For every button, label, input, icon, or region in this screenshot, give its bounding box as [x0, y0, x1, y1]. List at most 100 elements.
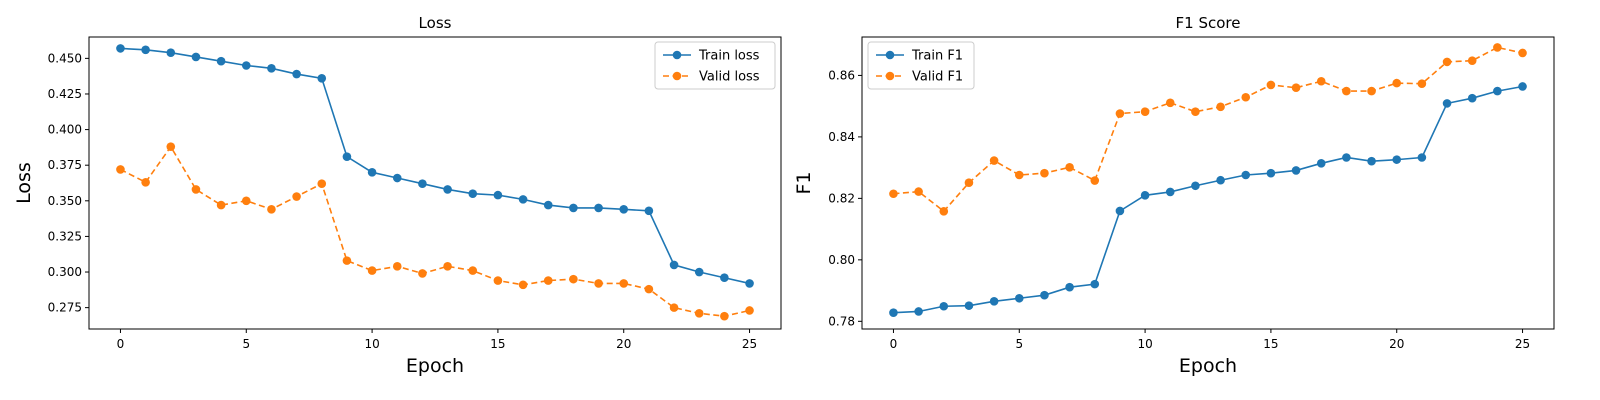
data-point: [1392, 155, 1402, 164]
data-point: [694, 309, 704, 318]
data-point: [989, 297, 999, 306]
x-tick-label: 0: [890, 337, 898, 351]
data-point: [1518, 82, 1527, 91]
data-point: [914, 187, 923, 196]
data-point: [468, 266, 478, 275]
data-point: [745, 279, 754, 288]
x-tick-label: 5: [1015, 337, 1023, 351]
data-point: [1140, 190, 1150, 200]
data-point: [569, 203, 578, 213]
data-point: [392, 262, 402, 271]
data-point: [1191, 107, 1200, 116]
y-tick-label: 0.300: [48, 265, 82, 279]
y-tick-label: 0.86: [828, 68, 855, 82]
legend-label-2: Valid F1: [912, 70, 963, 85]
data-point: [493, 190, 503, 200]
data-point: [141, 45, 150, 55]
data-point: [1442, 99, 1452, 108]
data-point: [1342, 153, 1351, 162]
chart-title: Loss: [419, 14, 452, 32]
data-point: [1417, 79, 1427, 89]
data-point: [1165, 98, 1175, 108]
data-point: [443, 185, 452, 194]
data-point: [367, 168, 377, 177]
data-point: [241, 196, 251, 206]
data-point: [191, 52, 201, 62]
data-point: [1090, 176, 1100, 185]
data-point: [594, 203, 603, 213]
data-point: [367, 266, 377, 275]
legend-label-1: Train loss: [698, 49, 760, 64]
data-point: [1040, 290, 1049, 300]
data-point: [1342, 86, 1351, 96]
data-point: [392, 173, 402, 183]
data-point: [543, 276, 553, 285]
x-tick-label: 10: [364, 337, 379, 351]
data-point: [1165, 187, 1175, 197]
chart-panel-2: F1 Score 0 5 10 15 20 25 0.78 0.80 0.82 0.84 0.86 Ep…: [793, 14, 1555, 377]
data-point: [989, 156, 999, 165]
data-point: [1014, 293, 1024, 303]
data-point: [1266, 80, 1276, 90]
x-tick-label: 0: [117, 337, 125, 351]
data-point: [493, 276, 503, 285]
data-point: [1065, 163, 1074, 172]
x-tick-label: 15: [490, 337, 505, 351]
data-point: [317, 74, 327, 83]
data-point: [914, 307, 923, 316]
data-point: [1518, 48, 1527, 58]
y-tick-label: 0.275: [48, 301, 82, 315]
data-point: [939, 301, 949, 311]
data-point: [166, 142, 176, 151]
data-point: [644, 206, 654, 216]
data-point: [1115, 109, 1125, 118]
data-point: [1216, 102, 1225, 112]
legend: Train loss Valid loss: [654, 41, 776, 90]
data-point: [191, 185, 201, 194]
chart-panel-1: Loss 0 5 10 15 20 25 0.275 0.300 0.325 0.350 0.375 0…: [13, 14, 782, 377]
data-point: [1291, 166, 1301, 175]
data-point: [889, 308, 898, 318]
data-point: [1367, 86, 1376, 96]
data-point: [1065, 282, 1074, 292]
y-axis-title: Loss: [13, 162, 35, 204]
data-point: [694, 267, 704, 277]
data-point: [543, 200, 553, 210]
data-point: [468, 189, 478, 198]
data-point: [116, 165, 125, 174]
x-tick-label: 25: [1515, 337, 1530, 351]
data-point: [418, 179, 427, 189]
y-tick-label: 0.375: [48, 158, 82, 172]
data-point: [1266, 168, 1276, 178]
x-tick-label: 15: [1263, 337, 1278, 351]
data-point: [141, 177, 150, 187]
data-point: [889, 189, 898, 199]
data-point: [1115, 206, 1125, 216]
legend: Train F1 Valid F1: [867, 41, 975, 90]
x-tick-label: 25: [742, 337, 757, 351]
data-point: [964, 178, 974, 187]
data-point: [1090, 279, 1100, 289]
y-tick-label: 0.325: [48, 229, 82, 243]
data-point: [1442, 57, 1452, 67]
legend-box: [654, 41, 776, 90]
legend-marker-2: [885, 71, 895, 81]
data-point: [619, 279, 629, 288]
y-tick-label: 0.82: [828, 191, 855, 205]
data-point: [342, 256, 352, 265]
data-point: [1014, 170, 1024, 180]
data-point: [745, 306, 754, 315]
legend-marker-2: [672, 71, 682, 81]
data-point: [619, 205, 629, 214]
y-axis-title: F1: [793, 171, 815, 194]
data-point: [1216, 175, 1225, 185]
data-point: [939, 206, 949, 216]
data-point: [317, 179, 327, 189]
legend-box: [867, 41, 975, 90]
data-point: [644, 284, 654, 294]
data-point: [166, 48, 176, 57]
legend-marker-1: [672, 50, 682, 60]
data-point: [267, 64, 276, 73]
y-tick-label: 0.350: [48, 194, 82, 208]
